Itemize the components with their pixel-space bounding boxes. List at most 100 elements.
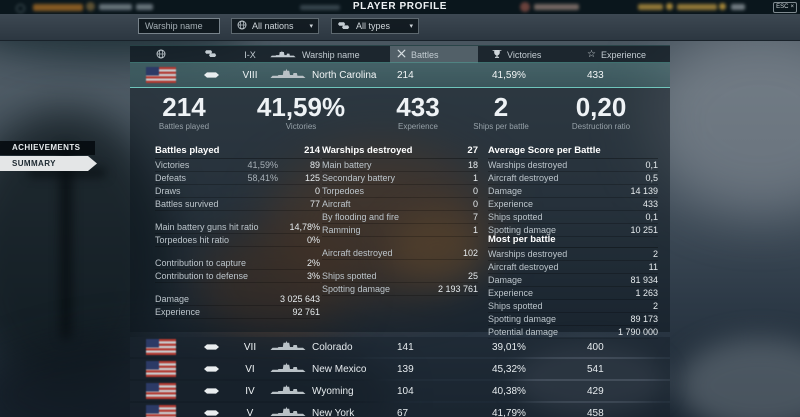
stats-overlay: 214 Battles played 41,59% Victories 433 … [130, 88, 670, 332]
panel-title-row: Most per battle [488, 232, 658, 248]
experience-column-label: Experience [600, 49, 646, 60]
close-button[interactable]: ESC × [773, 2, 797, 13]
stat-label: Warships destroyed [488, 249, 568, 259]
nation-filter-dropdown[interactable]: All nations ▾ [231, 18, 319, 34]
stat-row: Aircraft 0 [322, 198, 478, 211]
nation-column-header[interactable] [130, 46, 192, 63]
panel-spacer [155, 283, 320, 293]
stat-row: Draws 0 [155, 185, 320, 198]
selected-ship-slot: VIII North Carolina 214 41,59% 433 [130, 62, 670, 88]
stat-row: Experience 1 263 [488, 287, 658, 300]
stat-label: Battles played [158, 122, 210, 131]
stat-row: Secondary battery 1 [322, 172, 478, 185]
ship-silhouette-icon [270, 50, 296, 60]
stat-row: Warships destroyed 0,1 [488, 159, 658, 172]
stat-label: Battles survived [155, 199, 219, 209]
type-column-header[interactable] [192, 46, 230, 63]
panel-spacer [155, 211, 320, 221]
stat-row: Victories 41,59% 89 [155, 159, 320, 172]
us-flag-icon [130, 383, 192, 399]
filter-bar: All nations ▾ All types ▾ [0, 14, 800, 41]
us-flag-icon [130, 67, 192, 83]
ship-row[interactable]: IV Wyoming 104 40,38% 429 [130, 381, 670, 401]
ship-name: New Mexico [312, 363, 367, 375]
stat-value: 0,1 [645, 160, 658, 170]
stat-label: Aircraft [322, 199, 351, 209]
us-flag-icon [130, 405, 192, 417]
star-icon: ☆ [587, 48, 596, 60]
selected-ship-row[interactable]: VIII North Carolina 214 41,59% 433 [130, 62, 670, 88]
stat-value: 10 251 [630, 225, 658, 235]
stat-row: Ships spotted 0,1 [488, 211, 658, 224]
summary-stat-ships-per-battle: 2 Ships per battle [436, 93, 566, 131]
stat-label: Contribution to capture [155, 258, 247, 268]
top-bar: PLAYER PROFILE ESC × [0, 0, 800, 14]
stat-value: 81 934 [630, 275, 658, 285]
stat-row: Main battery guns hit ratio 14,78% [155, 221, 320, 234]
ship-row[interactable]: VII Colorado 141 39,01% 400 [130, 337, 670, 357]
tier-column-header[interactable]: I-X [244, 49, 256, 60]
stat-label: Ramming [322, 225, 361, 235]
stat-row: Warships destroyed 2 [488, 248, 658, 261]
panel-average-score: Average Score per Battle Warships destroy… [488, 143, 658, 237]
ship-row[interactable]: VI New Mexico 139 45,32% 541 [130, 359, 670, 379]
stat-row: Ships spotted 2 [488, 300, 658, 313]
battleship-type-icon [192, 344, 230, 350]
type-filter-dropdown[interactable]: All types ▾ [331, 18, 419, 34]
globe-icon [156, 49, 166, 61]
stat-row: Aircraft destroyed 102 [322, 247, 478, 260]
stat-row: Experience 92 761 [155, 306, 320, 319]
blurred-emblem [86, 2, 95, 11]
stat-row: Spotting damage 89 173 [488, 313, 658, 326]
crane-silhouette [28, 168, 106, 177]
ship-silhouette-icon [270, 68, 306, 82]
battleship-type-icon [192, 366, 230, 372]
blurred-currency [677, 4, 717, 10]
battleship-type-icon [192, 388, 230, 394]
sidebar-item-achievements[interactable]: ACHIEVEMENTS [0, 141, 95, 155]
blurred-coin-icon [719, 3, 726, 10]
stat-value: 125 [304, 173, 320, 183]
stat-label: Damage [488, 275, 523, 285]
stat-row: Aircraft destroyed 0,5 [488, 172, 658, 185]
stat-label: Ships per battle [473, 122, 529, 131]
summary-stat-victories: 41,59% Victories [236, 93, 366, 131]
name-column-header[interactable]: Warship name [270, 46, 390, 63]
stat-value: 18 [467, 160, 478, 170]
panel-warships-destroyed: Warships destroyed 27 Main battery 18 Second… [322, 143, 478, 296]
ship-row[interactable]: V New York 67 41,79% 458 [130, 403, 670, 417]
page-title: PLAYER PROFILE [352, 1, 448, 12]
panel-title: Warships destroyed [322, 145, 413, 156]
experience-column-header[interactable]: ☆ Experience [576, 46, 670, 63]
stat-label: Warships destroyed [488, 160, 568, 170]
battles-column-header[interactable]: Battles [390, 46, 478, 63]
stat-value: 0 [314, 186, 320, 196]
panel-battles-played: Battles played 214 Victories 41,59% 89 Defeat… [155, 143, 320, 319]
blurred-search-icon [16, 4, 25, 13]
warship-name-input[interactable] [138, 18, 220, 34]
stat-value: 3% [306, 271, 320, 281]
chevron-down-icon: ▾ [309, 23, 313, 30]
stat-value: 89 173 [630, 314, 658, 324]
blurred-avatar [520, 2, 530, 12]
stat-value: 7 [472, 212, 478, 222]
stat-label: Ships spotted [488, 212, 543, 222]
blurred-currency [638, 4, 663, 10]
ship-victories: 41,59% [492, 69, 526, 81]
stat-label: Damage [488, 186, 523, 196]
stat-row: Defeats 58,41% 125 [155, 172, 320, 185]
stat-value: 0,20 [575, 92, 627, 122]
victories-column-header[interactable]: Victories [478, 46, 576, 63]
stat-label: Secondary battery [322, 173, 396, 183]
stat-row: Main battery 18 [322, 159, 478, 172]
stat-label: Main battery [322, 160, 372, 170]
panel-title: Battles played [155, 145, 220, 156]
panel-spacer [322, 237, 478, 247]
stat-row: Damage 3 025 643 [155, 293, 320, 306]
stat-label: Torpedoes hit ratio [155, 235, 230, 245]
ship-battles: 141 [397, 341, 414, 353]
panel-spacer [155, 247, 320, 257]
sidebar-item-summary[interactable]: SUMMARY [0, 156, 97, 171]
chevron-down-icon: ▾ [409, 23, 413, 30]
ship-tier: VI [245, 363, 255, 375]
